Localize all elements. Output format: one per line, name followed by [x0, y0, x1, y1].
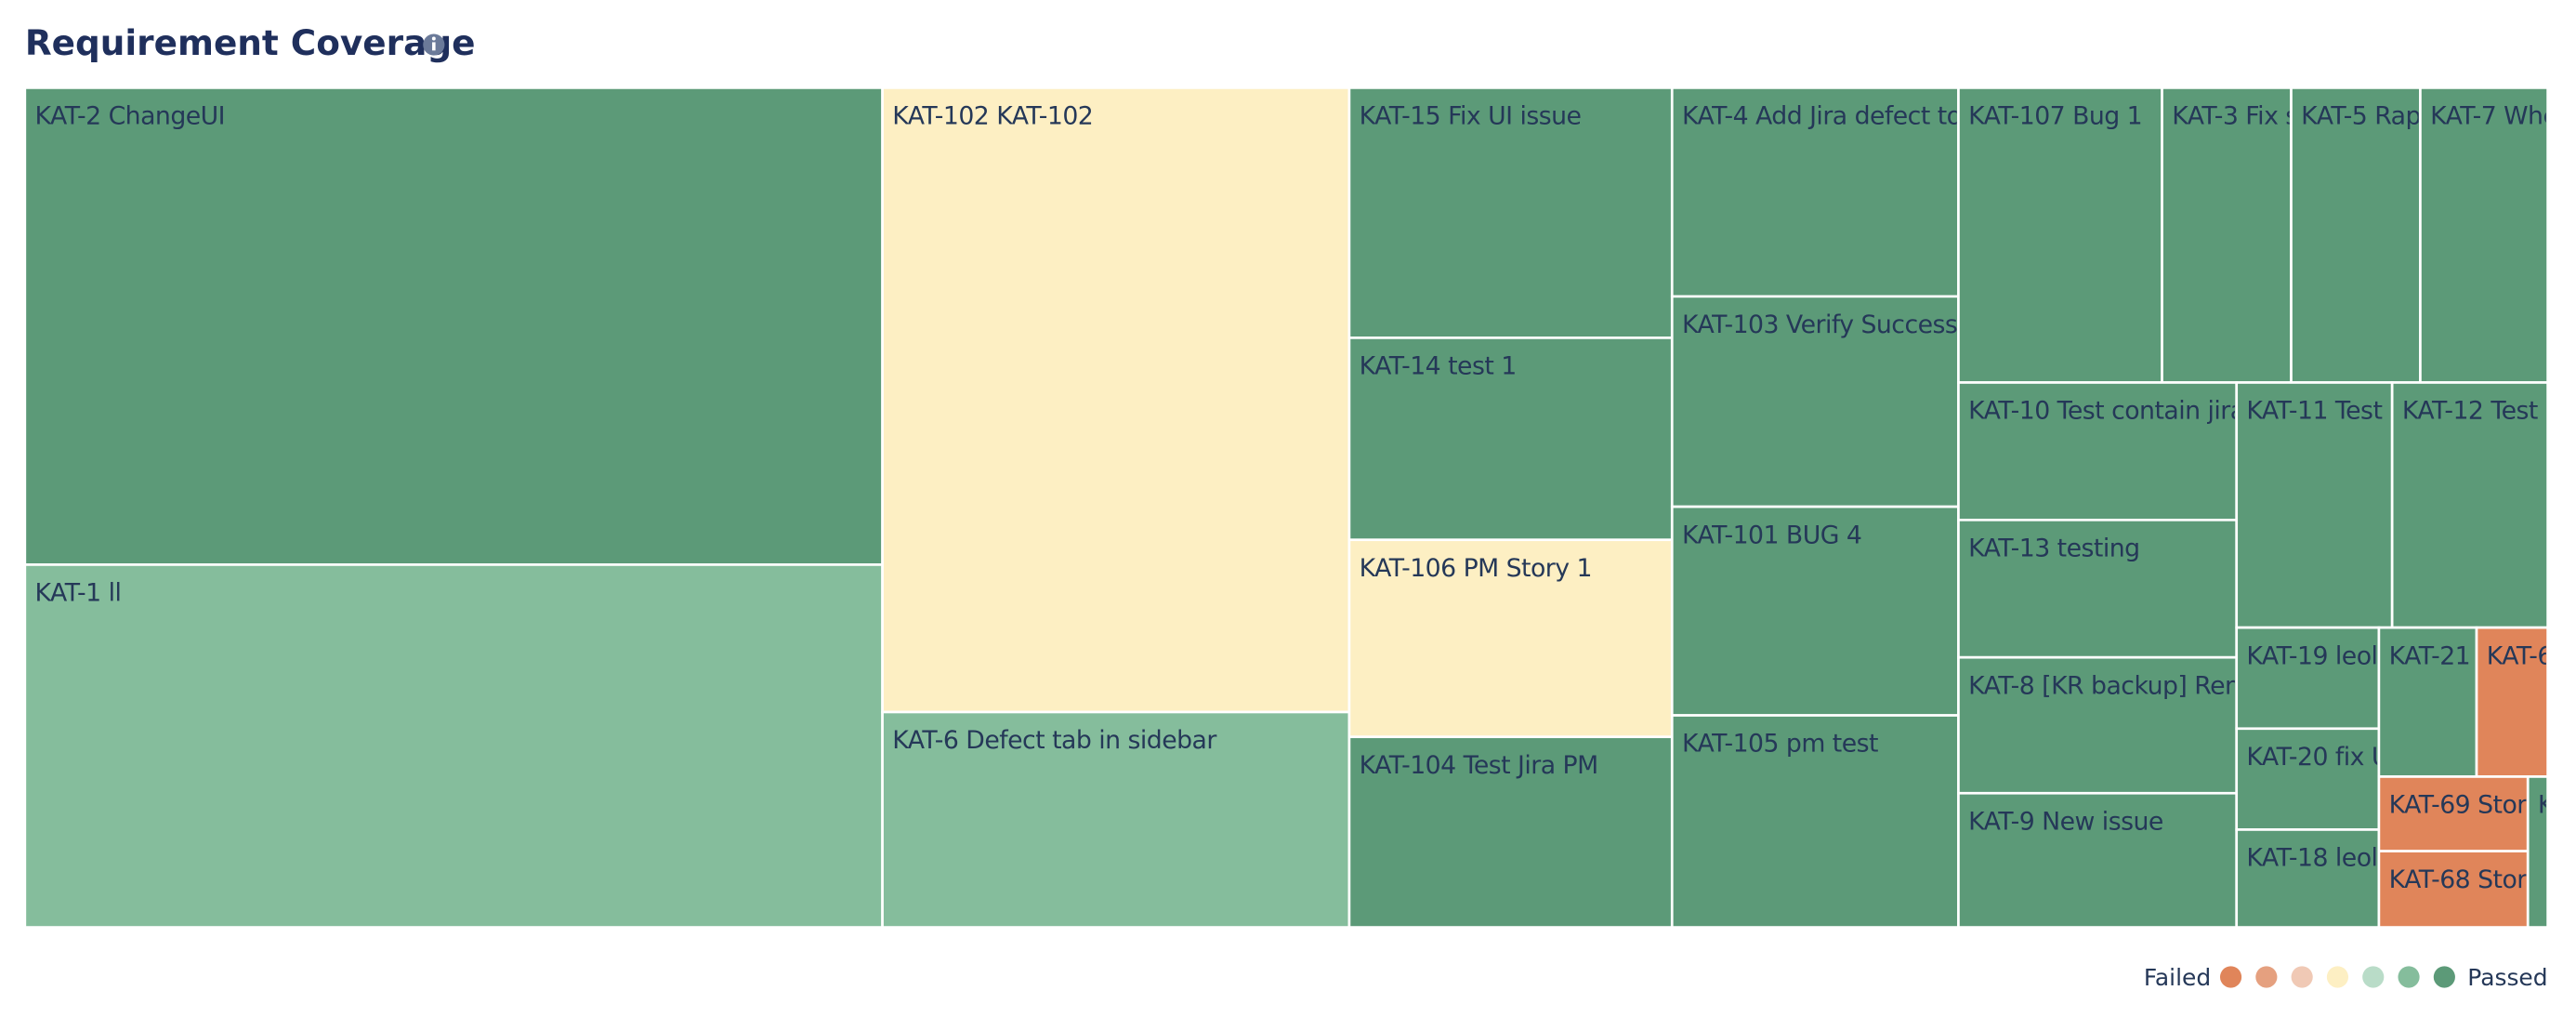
tile-label: KAT-68 Stor [2389, 865, 2528, 894]
tile-label: KAT-102 KAT-102 [892, 102, 1093, 131]
treemap-tile[interactable]: KAT-69 Stor [2377, 775, 2530, 852]
treemap-tile[interactable]: KAT-2 ChangeUI [23, 86, 884, 566]
tile-label: KAT-5 Rap [2301, 102, 2421, 131]
tile-label: KAT-21 [2389, 641, 2471, 670]
tile-label: KAT-3 Fix s [2172, 102, 2297, 131]
tile-label: K [2538, 791, 2556, 820]
tile-label: KAT-13 testing [1968, 535, 2139, 563]
legend-swatch [2291, 966, 2313, 988]
tile-label: KAT-20 fix U [2246, 743, 2389, 772]
legend-swatch [2433, 966, 2455, 988]
treemap-tile[interactable]: KAT-15 Fix UI issue [1347, 86, 1674, 339]
tile-label: KAT-1 ll [35, 579, 122, 608]
tile-label: KAT-6 [2487, 641, 2553, 670]
tile-label: KAT-101 BUG 4 [1682, 521, 1861, 549]
tile-label: KAT-69 Stor [2389, 791, 2528, 820]
legend-low-label: Failed [2144, 964, 2211, 991]
tile-label: KAT-103 Verify Successfu [1682, 310, 1981, 339]
tile-label: KAT-6 Defect tab in sidebar [892, 726, 1216, 755]
legend-swatch [2326, 966, 2349, 988]
treemap-tile[interactable]: KAT-106 PM Story 1 [1347, 538, 1674, 739]
treemap: KAT-2 ChangeUI KAT-1 ll KAT-102 KAT-102 KAT… [23, 86, 2558, 929]
treemap-tile[interactable]: KAT-8 [KR backup] Remo [1957, 655, 2263, 795]
tile-label: KAT-10 Test contain jira is [1968, 397, 2271, 426]
treemap-tile[interactable]: KAT-11 Test I [2235, 381, 2397, 629]
tile-label: KAT-18 leole [2246, 844, 2392, 873]
treemap-tile[interactable]: KAT-1 ll [23, 563, 884, 929]
legend: Passed Failed [2144, 964, 2548, 991]
tile-label: KAT-19 leole [2246, 641, 2392, 670]
tile-label: KAT-106 PM Story 1 [1360, 554, 1592, 583]
widget-title: Requirement Coverage [25, 22, 476, 63]
treemap-tile[interactable]: K [2526, 775, 2556, 929]
legend-swatch [2255, 966, 2278, 988]
treemap-tile[interactable]: KAT-3 Fix s [2161, 86, 2298, 384]
treemap-tile[interactable]: KAT-10 Test contain jira is [1957, 381, 2271, 522]
treemap-tile[interactable]: KAT-103 Verify Successfu [1670, 295, 1981, 508]
tile-label: KAT-4 Add Jira defect to e [1682, 102, 1983, 131]
treemap-tile[interactable]: KAT-19 leole [2235, 626, 2393, 731]
treemap-tile[interactable]: KAT-6 [2475, 626, 2553, 778]
treemap-tile[interactable]: KAT-4 Add Jira defect to e [1670, 86, 1983, 298]
legend-swatch [2398, 966, 2420, 988]
treemap-tile[interactable]: KAT-12 Test c [2390, 381, 2558, 629]
treemap-tile[interactable]: KAT-18 leole [2235, 828, 2393, 929]
treemap-tile[interactable]: KAT-14 test 1 [1347, 337, 1674, 542]
treemap-tile[interactable]: KAT-104 Test Jira PM [1347, 735, 1674, 929]
treemap-tile[interactable]: KAT-105 pm test [1670, 714, 1960, 929]
legend-swatch [2219, 966, 2242, 988]
treemap-tile[interactable]: KAT-5 Rap [2290, 86, 2422, 384]
treemap-tile[interactable]: KAT-101 BUG 4 [1670, 505, 1960, 717]
treemap-tile[interactable]: KAT-20 fix U [2235, 727, 2389, 831]
treemap-tile[interactable]: KAT-7 Whe [2419, 86, 2557, 384]
tile-label: KAT-8 [KR backup] Remo [1968, 671, 2263, 700]
treemap-tile[interactable]: KAT-102 KAT-102 [881, 86, 1351, 714]
tile-label: KAT-105 pm test [1682, 730, 1878, 759]
treemap-tile[interactable]: KAT-6 Defect tab in sidebar [881, 710, 1351, 929]
treemap-tile[interactable]: KAT-9 New issue [1957, 791, 2239, 929]
legend-swatch [2362, 966, 2385, 988]
tile-label: KAT-12 Test c [2402, 397, 2558, 426]
treemap-tile[interactable]: KAT-107 Bug 1 [1957, 86, 2163, 384]
legend-high-label: Passed [2467, 964, 2547, 991]
info-icon[interactable] [423, 33, 445, 56]
tile-label: KAT-11 Test I [2246, 397, 2396, 426]
tile-label: KAT-15 Fix UI issue [1360, 102, 1582, 131]
treemap-tile[interactable]: KAT-21 [2377, 626, 2478, 778]
tile-label: KAT-107 Bug 1 [1968, 102, 2142, 131]
tile-label: KAT-9 New issue [1968, 807, 2163, 836]
tile-label: KAT-104 Test Jira PM [1360, 751, 1598, 780]
treemap-tile[interactable]: KAT-13 testing [1957, 519, 2239, 659]
tile-label: KAT-14 test 1 [1360, 352, 1517, 381]
tile-label: KAT-2 ChangeUI [35, 102, 226, 131]
treemap-tile[interactable]: KAT-68 Stor [2377, 850, 2530, 929]
tile-label: KAT-7 Whe [2430, 102, 2557, 131]
